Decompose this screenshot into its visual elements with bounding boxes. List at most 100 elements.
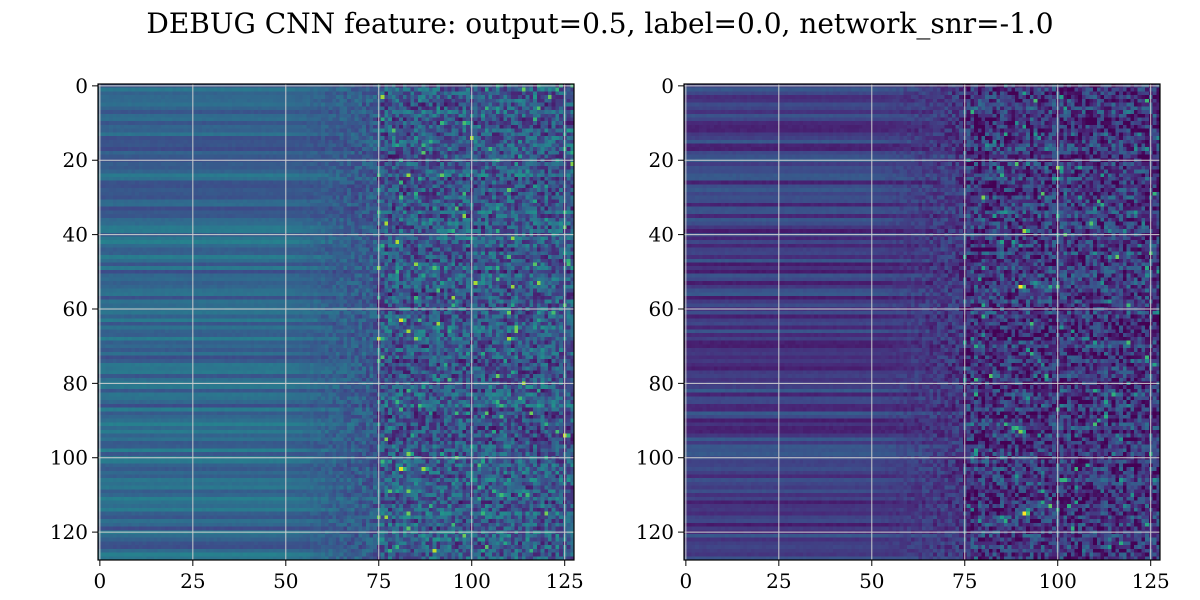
heatmap-cell	[481, 188, 485, 192]
heatmap-cell	[343, 106, 347, 110]
heatmap-cell	[325, 99, 329, 103]
heatmap-cell	[403, 95, 407, 99]
heatmap-cell	[120, 136, 124, 140]
heatmap-cell	[306, 199, 310, 203]
heatmap-cell	[403, 192, 407, 196]
heatmap-cell	[303, 192, 307, 196]
heatmap-cell	[228, 207, 232, 211]
heatmap-cell	[481, 114, 485, 118]
heatmap-cell	[131, 125, 135, 129]
heatmap-cell	[291, 129, 295, 133]
heatmap-cell	[143, 151, 147, 155]
heatmap-cell	[228, 192, 232, 196]
heatmap-cell	[451, 88, 455, 92]
heatmap-cell	[169, 181, 173, 185]
heatmap-cell	[396, 132, 400, 136]
heatmap-cell	[448, 88, 452, 92]
heatmap-cell	[362, 144, 366, 148]
heatmap-cell	[396, 203, 400, 207]
heatmap-cell	[280, 91, 284, 95]
heatmap-cell	[396, 129, 400, 133]
heatmap-cell	[436, 125, 440, 129]
heatmap-cell	[280, 166, 284, 170]
heatmap-cell	[243, 136, 247, 140]
heatmap-cell	[198, 225, 202, 229]
heatmap-cell	[336, 114, 340, 118]
heatmap-cell	[541, 88, 545, 92]
heatmap-cell	[102, 196, 106, 200]
heatmap-cell	[213, 136, 217, 140]
heatmap-cell	[128, 173, 132, 177]
heatmap-cell	[355, 121, 359, 125]
heatmap-cell	[544, 151, 548, 155]
heatmap-cell	[128, 188, 132, 192]
heatmap-cell	[254, 106, 258, 110]
heatmap-cell	[165, 218, 169, 222]
heatmap-cell	[477, 173, 481, 177]
heatmap-cell	[135, 170, 139, 174]
heatmap-cell	[407, 184, 411, 188]
heatmap-cell	[206, 162, 210, 166]
heatmap-cell	[291, 144, 295, 148]
heatmap-cell	[537, 192, 541, 196]
heatmap-cell	[198, 181, 202, 185]
heatmap-cell	[358, 155, 362, 159]
heatmap-cell	[102, 218, 106, 222]
heatmap-cell	[410, 222, 414, 226]
heatmap-cell	[146, 162, 150, 166]
heatmap-cell	[135, 188, 139, 192]
heatmap-cell	[559, 99, 563, 103]
heatmap-cell	[154, 181, 158, 185]
heatmap-cell	[217, 95, 221, 99]
heatmap-cell	[373, 196, 377, 200]
heatmap-cell	[555, 103, 559, 107]
heatmap-cell	[243, 184, 247, 188]
heatmap-cell	[176, 114, 180, 118]
heatmap-cell	[280, 218, 284, 222]
heatmap-cell	[541, 136, 545, 140]
heatmap-cell	[265, 88, 269, 92]
heatmap-cell	[511, 129, 515, 133]
heatmap-cell	[529, 173, 533, 177]
heatmap-cell	[280, 184, 284, 188]
heatmap-cell	[500, 91, 504, 95]
heatmap-cell	[143, 106, 147, 110]
heatmap-cell	[500, 88, 504, 92]
heatmap-cell	[221, 162, 225, 166]
heatmap-cell	[262, 125, 266, 129]
heatmap-cell	[269, 155, 273, 159]
heatmap-cell	[295, 125, 299, 129]
heatmap-cell	[466, 214, 470, 218]
heatmap-cell	[418, 121, 422, 125]
heatmap-cell	[448, 225, 452, 229]
heatmap-cell	[503, 203, 507, 207]
heatmap-cell	[526, 214, 530, 218]
heatmap-cell	[277, 136, 281, 140]
heatmap-cell	[250, 184, 254, 188]
heatmap-cell	[355, 136, 359, 140]
heatmap-cell	[369, 99, 373, 103]
heatmap-cell	[559, 214, 563, 218]
heatmap-cell	[187, 103, 191, 107]
heatmap-cell	[369, 184, 373, 188]
heatmap-cell	[332, 132, 336, 136]
heatmap-cell	[184, 173, 188, 177]
heatmap-cell	[425, 207, 429, 211]
heatmap-cell	[459, 203, 463, 207]
heatmap-cell	[392, 196, 396, 200]
heatmap-cell	[117, 218, 121, 222]
heatmap-cell	[280, 129, 284, 133]
heatmap-cell	[143, 95, 147, 99]
heatmap-cell	[366, 177, 370, 181]
heatmap-cell	[217, 207, 221, 211]
heatmap-cell	[544, 132, 548, 136]
heatmap-cell	[236, 162, 240, 166]
heatmap-cell	[529, 110, 533, 114]
heatmap-cell	[228, 129, 232, 133]
heatmap-cell	[462, 199, 466, 203]
heatmap-cell	[277, 117, 281, 121]
heatmap-cell	[425, 162, 429, 166]
heatmap-cell	[224, 192, 228, 196]
heatmap-cell	[288, 210, 292, 214]
heatmap-cell	[295, 173, 299, 177]
